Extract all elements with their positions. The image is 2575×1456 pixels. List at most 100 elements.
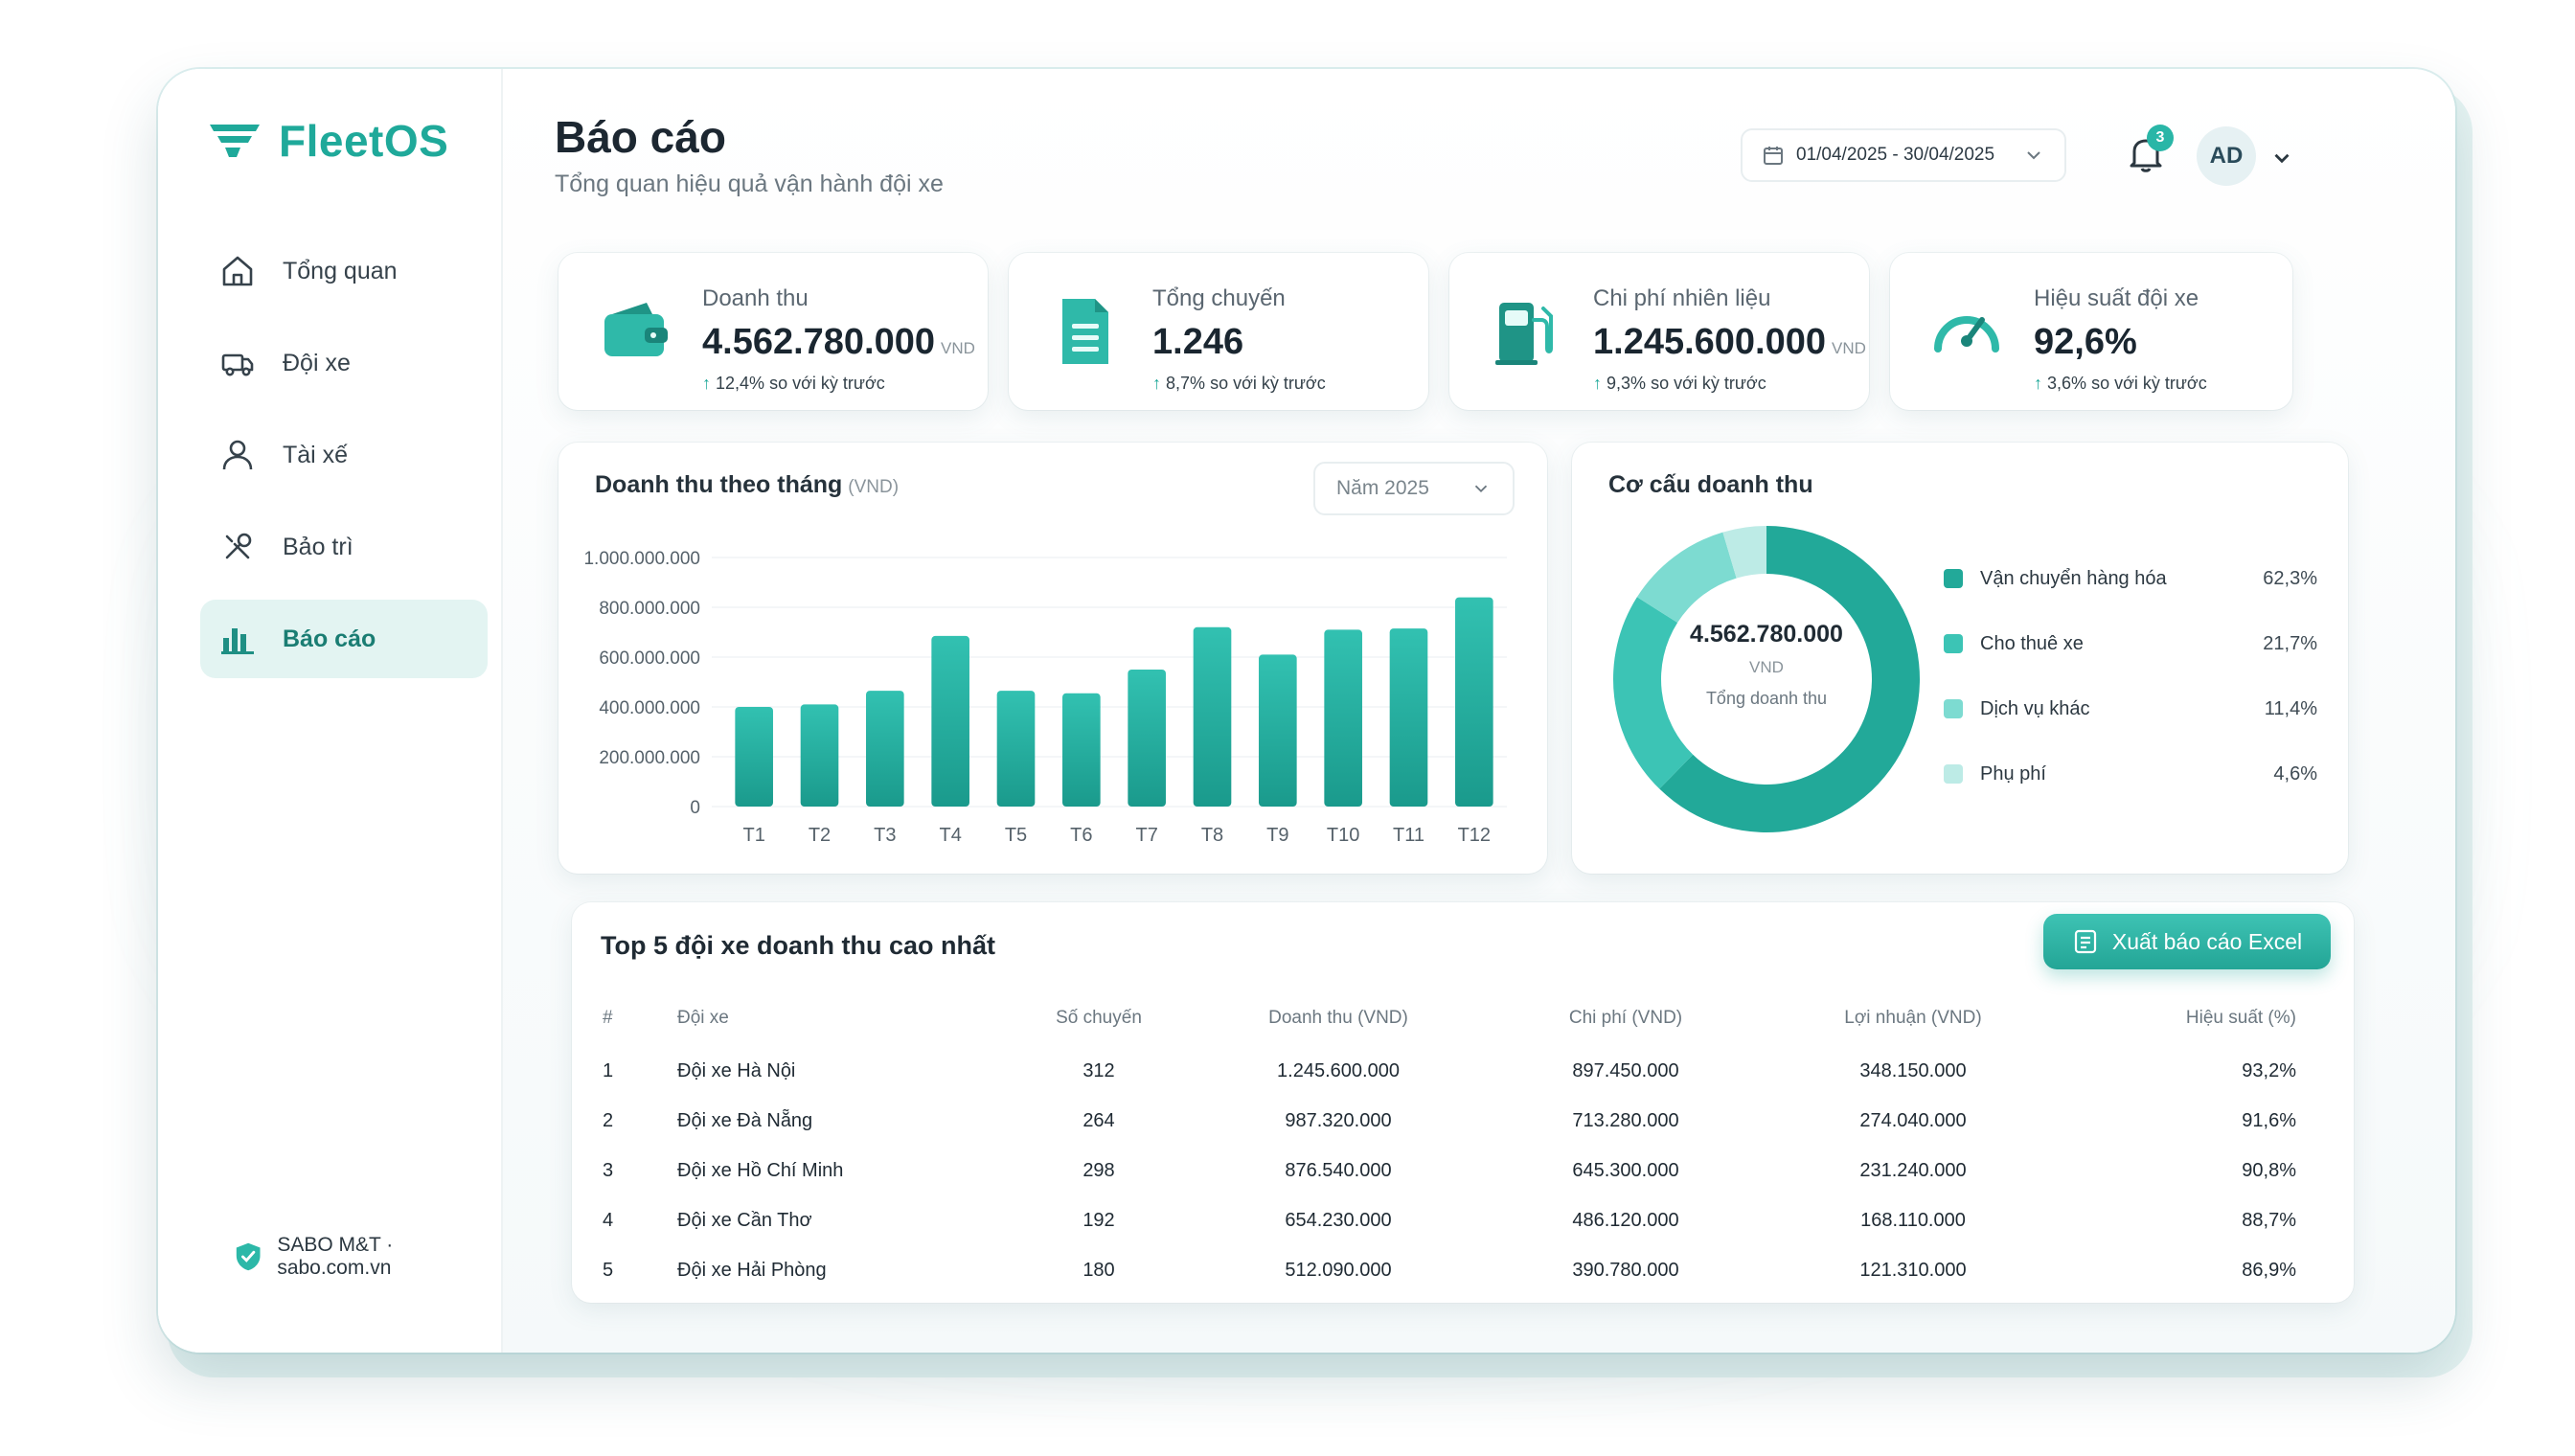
table-cell: 298 xyxy=(1082,1159,1115,1181)
x-tick-label: T7 xyxy=(1135,825,1157,846)
column-header: Đội xe xyxy=(677,1008,729,1028)
kpi-value: 1.245.600.000 VND xyxy=(1593,322,1866,362)
donut-slice-3[interactable] xyxy=(1636,532,1737,624)
bar-t11[interactable] xyxy=(1389,628,1428,807)
sidebar-item-label: Bảo trì xyxy=(283,533,353,560)
table-cell: 3 xyxy=(603,1159,614,1181)
column-header: Doanh thu (VND) xyxy=(1268,1008,1408,1028)
donut-slice-1[interactable] xyxy=(1659,526,1920,832)
table-cell: 274.040.000 xyxy=(1859,1109,1967,1131)
kpi-delta: ↑ 3,6% so với kỳ trước xyxy=(2034,374,2207,393)
x-tick-label: T2 xyxy=(809,825,831,846)
sidebar-nav: Tổng quan Đội xe Tài xế Bảo trì Báo cáo xyxy=(200,232,488,692)
table-cell: 5 xyxy=(603,1259,614,1281)
legend-swatch xyxy=(1944,764,1963,784)
sidebar-item-overview[interactable]: Tổng quan xyxy=(200,232,488,310)
date-range-value: 01/04/2025 - 30/04/2025 xyxy=(1796,145,1995,165)
donut-center-unit: VND xyxy=(1749,658,1784,676)
table-cell: 390.780.000 xyxy=(1572,1259,1679,1281)
sidebar-item-reports[interactable]: Báo cáo xyxy=(200,600,488,678)
table-cell: 1.245.600.000 xyxy=(1277,1059,1400,1081)
monthly-revenue-chart-card: Doanh thu theo tháng (VND) Năm 2025 0 200.… xyxy=(558,443,1547,874)
table-row[interactable]: 4 Đội xe Cần Thơ 192 654.230.000 486.120.000… xyxy=(591,1195,2335,1245)
donut-slice-4[interactable] xyxy=(1722,526,1766,579)
app-window: FleetOS Tổng quan Đội xe Tài xế Bảo trì … xyxy=(158,69,2455,1353)
table-row[interactable]: 3 Đội xe Hồ Chí Minh 298 876.540.000 645.300… xyxy=(591,1146,2335,1195)
bar-t2[interactable] xyxy=(800,704,839,807)
bar-t7[interactable] xyxy=(1128,670,1166,807)
legend-percent: 62,3% xyxy=(2263,567,2317,589)
footer-brand: SABO M&T · sabo.com.vn xyxy=(233,1234,501,1280)
revenue-structure-card: Cơ cấu doanh thu 4.562.780.000 VND Tổng … xyxy=(1572,443,2348,874)
table-cell: Đội xe Hà Nội xyxy=(677,1059,796,1081)
column-header: Số chuyến xyxy=(1056,1008,1142,1028)
chevron-down-icon[interactable] xyxy=(2269,146,2294,171)
year-select[interactable]: Năm 2025 xyxy=(1313,462,1515,515)
legend-item: Vận chuyển hàng hóa 62,3% xyxy=(1944,546,2317,611)
legend-item: Cho thuê xe 21,7% xyxy=(1944,611,2317,676)
table-cell: 312 xyxy=(1082,1059,1115,1081)
bar-t1[interactable] xyxy=(735,707,773,807)
donut-title: Cơ cấu doanh thu xyxy=(1608,471,1813,498)
legend-label: Phụ phí xyxy=(1980,762,2046,785)
x-tick-label: T5 xyxy=(1005,825,1027,846)
table-row[interactable]: 5 Đội xe Hải Phòng 180 512.090.000 390.780.0… xyxy=(591,1245,2335,1295)
table-cell: 897.450.000 xyxy=(1572,1059,1679,1081)
kpi-delta: ↑ 12,4% so với kỳ trước xyxy=(702,374,885,393)
legend-label: Cho thuê xe xyxy=(1980,632,2084,654)
x-tick-label: T11 xyxy=(1393,825,1424,846)
table-cell: 348.150.000 xyxy=(1859,1059,1967,1081)
export-excel-button[interactable]: Xuất báo cáo Excel xyxy=(2043,914,2331,969)
table-cell: 876.540.000 xyxy=(1285,1159,1392,1181)
bar-t6[interactable] xyxy=(1062,693,1101,807)
kpi-label: Hiệu suất đội xe xyxy=(2034,285,2199,311)
shield-check-icon xyxy=(236,1242,261,1271)
sidebar-item-maintenance[interactable]: Bảo trì xyxy=(200,508,488,586)
x-tick-label: T4 xyxy=(939,825,961,846)
kpi-value: 92,6% xyxy=(2034,322,2137,362)
wallet-icon xyxy=(604,303,668,356)
kpi-delta: ↑ 9,3% so với kỳ trước xyxy=(1593,374,1766,393)
kpi-card-trips: Tổng chuyến 1.246 ↑ 8,7% so với kỳ trước xyxy=(1009,253,1428,410)
revenue-structure-donut-chart xyxy=(1613,526,1920,832)
legend-item: Phụ phí 4,6% xyxy=(1944,741,2317,807)
chevron-down-icon xyxy=(2027,151,2040,160)
y-tick-label: 0 xyxy=(690,798,700,818)
table-cell: 4 xyxy=(603,1209,614,1231)
x-tick-label: T8 xyxy=(1201,825,1223,846)
date-range-picker[interactable]: 01/04/2025 - 30/04/2025 xyxy=(1741,128,2066,182)
export-button-label: Xuất báo cáo Excel xyxy=(2111,928,2303,954)
table-cell: 231.240.000 xyxy=(1859,1159,1967,1181)
app-logo[interactable]: FleetOS xyxy=(208,115,448,167)
bar-t9[interactable] xyxy=(1259,654,1297,807)
sidebar-item-fleet[interactable]: Đội xe xyxy=(200,324,488,402)
table-row[interactable]: 1 Đội xe Hà Nội 312 1.245.600.000 897.450.00… xyxy=(591,1046,2335,1096)
donut-legend: Vận chuyển hàng hóa 62,3% Cho thuê xe 21,7%… xyxy=(1944,546,2317,807)
bar-t4[interactable] xyxy=(931,635,969,807)
y-tick-label: 200.000.000 xyxy=(599,748,700,768)
bar-t12[interactable] xyxy=(1455,597,1493,807)
sidebar-item-drivers[interactable]: Tài xế xyxy=(200,416,488,494)
donut-slice-2[interactable] xyxy=(1613,597,1694,789)
x-tick-label: T3 xyxy=(874,825,896,846)
donut-center-value: 4.562.780.000 xyxy=(1690,621,1843,648)
bar-t8[interactable] xyxy=(1193,626,1232,807)
bar-chart-icon xyxy=(221,628,254,654)
kpi-label: Doanh thu xyxy=(702,285,809,311)
sidebar-item-label: Tổng quan xyxy=(283,257,398,284)
footer-text: SABO M&T · sabo.com.vn xyxy=(277,1234,394,1279)
kpi-card-revenue: Doanh thu 4.562.780.000 VND ↑ 12,4% so vớ… xyxy=(558,253,988,410)
bar-t10[interactable] xyxy=(1324,629,1362,807)
avatar[interactable]: AD xyxy=(2197,126,2256,186)
kpi-value: 4.562.780.000 VND xyxy=(702,322,975,362)
kpi-value: 1.246 xyxy=(1152,322,1244,362)
y-tick-label: 1.000.000.000 xyxy=(583,549,700,569)
bar-t3[interactable] xyxy=(866,691,904,807)
bar-t5[interactable] xyxy=(996,691,1036,807)
table-cell: 192 xyxy=(1082,1209,1115,1231)
table-cell: 93,2% xyxy=(2242,1059,2296,1081)
table-cell: 90,8% xyxy=(2242,1159,2296,1181)
table-cell: Đội xe Đà Nẵng xyxy=(677,1109,813,1131)
spreadsheet-icon xyxy=(2074,929,2097,954)
table-row[interactable]: 2 Đội xe Đà Nẵng 264 987.320.000 713.280.000… xyxy=(591,1096,2335,1146)
